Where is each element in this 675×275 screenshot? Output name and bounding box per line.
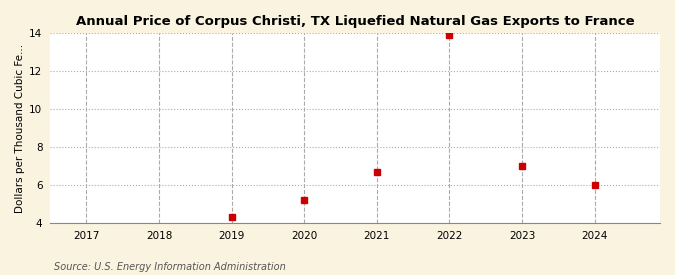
Y-axis label: Dollars per Thousand Cubic Fe...: Dollars per Thousand Cubic Fe... (15, 44, 25, 213)
Title: Annual Price of Corpus Christi, TX Liquefied Natural Gas Exports to France: Annual Price of Corpus Christi, TX Lique… (76, 15, 634, 28)
Text: Source: U.S. Energy Information Administration: Source: U.S. Energy Information Administ… (54, 262, 286, 272)
